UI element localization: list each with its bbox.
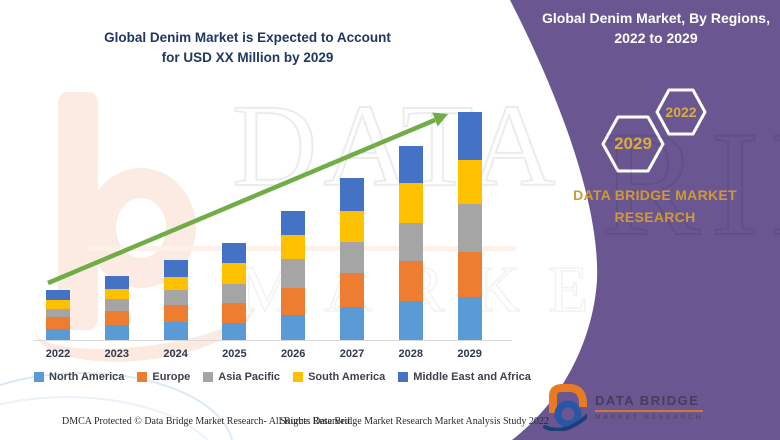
panel-title: Global Denim Market, By Regions, 2022 to… — [535, 8, 777, 48]
bar-segment-north-america — [398, 301, 423, 340]
x-axis-label-2027: 2027 — [339, 348, 365, 360]
brand-name-line2: RESEARCH — [614, 209, 696, 225]
legend-label: North America — [49, 371, 125, 383]
bar-segment-asia-pacific — [222, 284, 247, 303]
panel-title-line2: 2022 to 2029 — [614, 30, 698, 46]
bar-segment-north-america — [163, 322, 188, 340]
bar-segment-europe — [222, 303, 247, 323]
bar-segment-europe — [457, 252, 482, 297]
legend-label: Europe — [152, 371, 191, 383]
bar-segment-north-america — [340, 307, 364, 340]
x-axis-label-2026: 2026 — [280, 348, 306, 360]
bar-segment-north-america — [281, 315, 306, 340]
legend-item-asia-pacific: Asia Pacific — [203, 371, 280, 383]
legend-swatch — [203, 372, 214, 382]
bar-segment-europe — [46, 317, 70, 329]
bar-segment-asia-pacific — [163, 290, 188, 305]
brand-name: DATA BRIDGE MARKET RESEARCH — [555, 184, 755, 228]
legend-swatch — [137, 372, 148, 382]
x-axis-label-2028: 2028 — [398, 348, 424, 360]
company-logo: DATA BRIDGE MARKET RESEARCH — [543, 383, 704, 431]
x-axis-label-2025: 2025 — [222, 348, 247, 360]
panel-title-line1: Global Denim Market, By Regions, — [542, 10, 770, 26]
bar-segment-north-america — [457, 297, 482, 340]
stacked-bar-2022 — [46, 290, 70, 340]
legend-swatch — [293, 372, 304, 382]
x-axis-label-2023: 2023 — [104, 348, 130, 360]
chart-title-line2: for USD XX Million by 2029 — [161, 50, 334, 65]
company-logo-text: DATA BRIDGE MARKET RESEARCH — [595, 393, 704, 421]
bar-segment-middle-east-and-africa — [457, 112, 482, 160]
bar-segment-asia-pacific — [457, 204, 482, 252]
legend-swatch — [398, 372, 409, 382]
bar-segment-europe — [281, 288, 306, 315]
footer-source-text: Source: Data Bridge Market Research Mark… — [280, 416, 549, 427]
legend-label: Middle East and Africa — [413, 371, 531, 383]
bar-segment-north-america — [104, 325, 129, 340]
logo-text-bottom: MARKET RESEARCH — [595, 414, 704, 421]
bar-segment-europe — [163, 305, 188, 322]
x-axis-label-2024: 2024 — [163, 348, 188, 360]
hexagon-2029 — [601, 115, 665, 173]
chart-title: Global Denim Market is Expected to Accou… — [0, 28, 495, 68]
logo-text-top: DATA BRIDGE — [595, 393, 704, 412]
x-axis-label-2029: 2029 — [457, 348, 482, 360]
company-logo-icon — [543, 384, 587, 431]
legend-item-middle-east-and-africa: Middle East and Africa — [398, 371, 531, 383]
bar-segment-south-america — [104, 289, 129, 299]
chart-title-line1: Global Denim Market is Expected to Accou… — [104, 30, 391, 45]
brand-name-line1: DATA BRIDGE MARKET — [573, 187, 737, 203]
bar-segment-south-america — [457, 160, 482, 204]
legend-label: Asia Pacific — [218, 371, 281, 383]
stacked-bar-2029 — [457, 112, 482, 340]
bar-segment-north-america — [46, 329, 70, 340]
legend-item-south-america: South America — [293, 371, 385, 383]
bar-segment-middle-east-and-africa — [46, 290, 70, 300]
legend-swatch — [34, 372, 44, 382]
bar-segment-south-america — [46, 300, 70, 309]
bar-segment-asia-pacific — [46, 309, 70, 317]
hexagon-2022 — [655, 88, 707, 136]
legend-label: South America — [308, 371, 386, 383]
hexagon-2029-label: 2029 — [614, 134, 652, 153]
hexagon-badges — [601, 88, 707, 173]
x-axis-label-2022: 2022 — [45, 348, 71, 360]
bar-segment-europe — [104, 311, 129, 325]
bar-segment-asia-pacific — [104, 299, 129, 311]
footer-dmca-text: DMCA Protected © Data Bridge Market Rese… — [62, 416, 353, 427]
x-axis-line — [34, 340, 512, 341]
legend-item-europe: Europe — [137, 371, 190, 383]
bar-segment-north-america — [222, 323, 247, 340]
hexagon-2022-label: 2022 — [665, 104, 697, 120]
legend-item-north-america: North America — [34, 371, 124, 383]
chart-legend: North America Europe Asia Pacific South Ame… — [34, 371, 531, 383]
